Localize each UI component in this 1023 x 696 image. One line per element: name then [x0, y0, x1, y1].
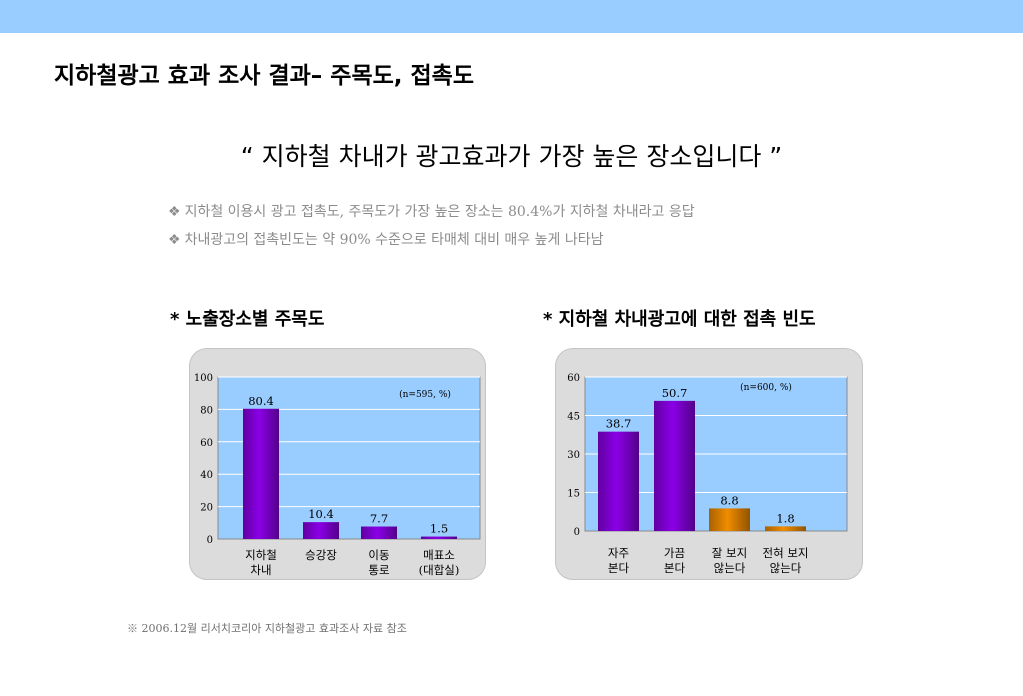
chart-title-exposure: * 노출장소별 주목도	[170, 309, 325, 330]
category-label: (대합실)	[419, 563, 460, 577]
chart-panel-exposure: 0 20 40 60 80 100 (n=595, %) 80.4 지하철 차내 10.4 승강장 7.…	[189, 348, 486, 580]
bar-value-label: 38.7	[606, 417, 632, 431]
sample-size-note: (n=600, %)	[740, 382, 792, 393]
diamond-bullet-icon: ❖	[168, 204, 181, 220]
headline-quote: “ 지하철 차내가 광고효과가 가장 높은 장소입니다 ”	[240, 142, 783, 171]
category-label: 차내	[250, 563, 271, 577]
category-label: 본다	[608, 561, 630, 575]
bar	[361, 526, 397, 539]
slide-title: 지하철광고 효과 조사 결과– 주목도, 접촉도	[54, 63, 474, 89]
category-label: 않는다	[770, 561, 802, 575]
bullet-text: 지하철 이용시 광고 접촉도, 주목도가 가장 높은 장소는 80.4%가 지하…	[184, 204, 695, 220]
bar-value-label: 7.7	[370, 512, 388, 526]
category-label: 않는다	[714, 561, 746, 575]
category-label: 잘 보지	[712, 546, 747, 560]
bullet-list: ❖ 지하철 이용시 광고 접촉도, 주목도가 가장 높은 장소는 80.4%가 지…	[168, 198, 695, 254]
bar	[243, 408, 279, 539]
bullet-item: ❖ 지하철 이용시 광고 접촉도, 주목도가 가장 높은 장소는 80.4%가 지…	[168, 198, 695, 226]
y-tick-label: 0	[207, 535, 213, 546]
y-tick-label: 20	[200, 503, 213, 514]
category-label: 이동	[368, 548, 389, 562]
sample-size-note: (n=595, %)	[399, 389, 451, 400]
category-label: 본다	[664, 561, 686, 575]
category-label: 자주	[608, 546, 629, 560]
bar-value-label: 1.8	[776, 511, 794, 525]
bar	[421, 536, 457, 539]
category-label: 승강장	[305, 548, 337, 562]
bar	[598, 431, 639, 531]
bar	[709, 508, 750, 531]
y-tick-label: 60	[200, 438, 213, 449]
bullet-text: 차내광고의 접촉빈도는 약 90% 수준으로 타매체 대비 매우 높게 나타남	[184, 232, 604, 248]
chart-title-contact: * 지하철 차내광고에 대한 접촉 빈도	[543, 309, 816, 330]
diamond-bullet-icon: ❖	[168, 232, 181, 248]
y-tick-label: 80	[200, 405, 213, 416]
top-banner	[0, 0, 1023, 33]
bar	[303, 522, 339, 539]
bar-value-label: 80.4	[248, 394, 274, 408]
y-tick-label: 0	[574, 527, 580, 538]
category-label: 지하철	[245, 548, 277, 562]
bar-value-label: 1.5	[430, 522, 448, 536]
y-tick-label: 100	[194, 373, 213, 384]
bar	[765, 526, 806, 531]
source-footnote: ※ 2006.12월 리서치코리아 지하철광고 효과조사 자료 참조	[127, 622, 407, 635]
bar-value-label: 8.8	[720, 493, 738, 507]
y-tick-label: 30	[567, 450, 580, 461]
bullet-item: ❖ 차내광고의 접촉빈도는 약 90% 수준으로 타매체 대비 매우 높게 나타남	[168, 226, 695, 254]
bar	[654, 400, 695, 531]
category-label: 매표소	[423, 548, 455, 562]
y-tick-label: 40	[200, 470, 213, 481]
category-label: 가끔	[664, 546, 685, 560]
y-tick-label: 45	[567, 412, 580, 423]
y-tick-label: 60	[567, 373, 580, 384]
chart-panel-contact: 0 15 30 45 60 (n=600, %) 38.7 자주 본다 50.7 가끔 본다 8.8 잘 …	[555, 348, 863, 580]
category-label: 통로	[368, 563, 389, 577]
category-label: 전혀 보지	[763, 546, 809, 560]
y-tick-label: 15	[567, 489, 580, 500]
bar-value-label: 10.4	[308, 507, 334, 521]
bar-value-label: 50.7	[662, 386, 688, 400]
